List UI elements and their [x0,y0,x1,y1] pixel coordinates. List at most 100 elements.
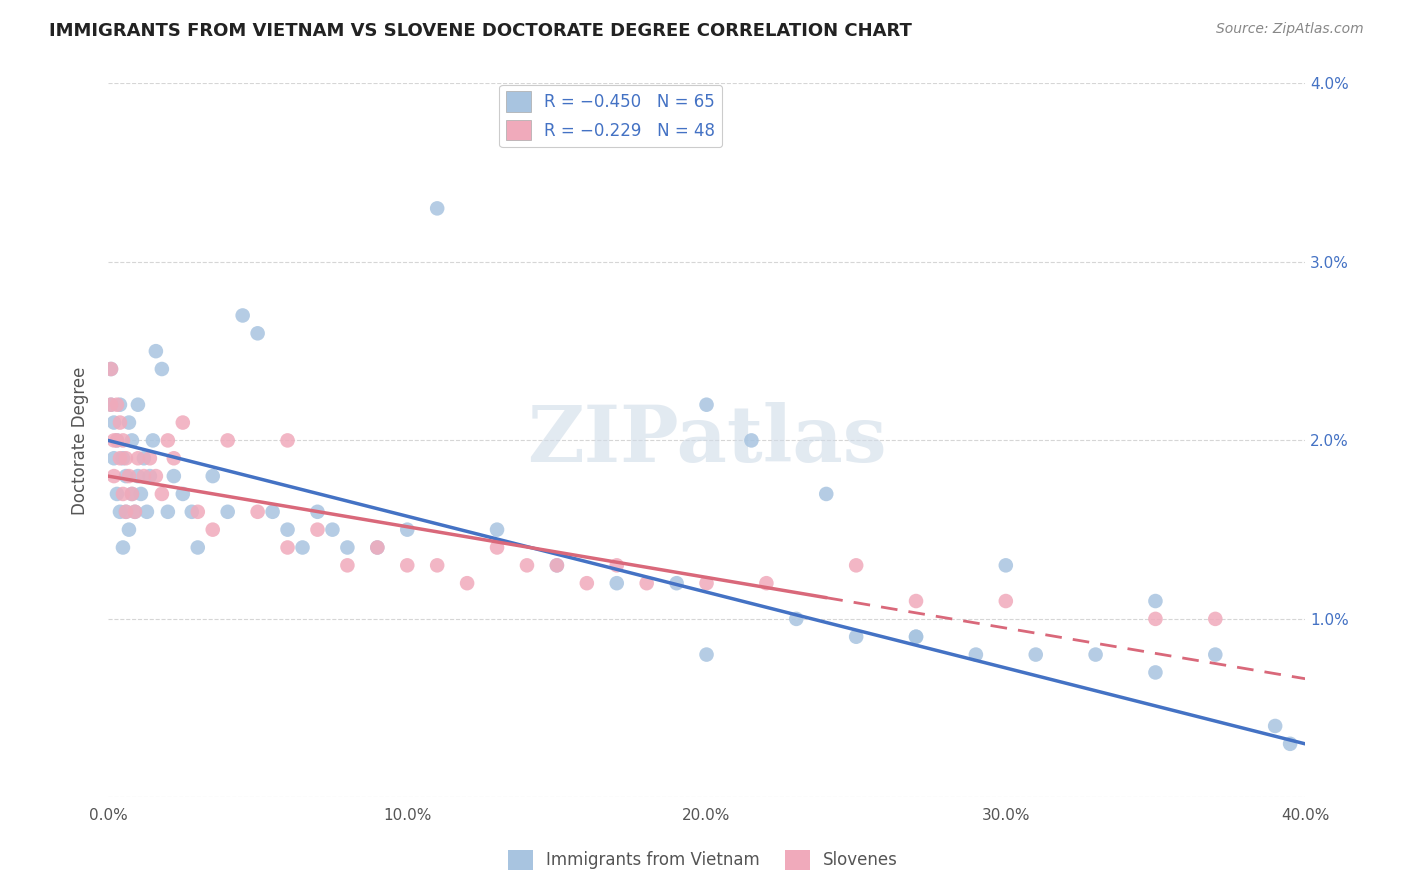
Point [246,505,269,519]
Point [1279,737,1302,751]
Point [172,487,194,501]
Point [187,505,209,519]
Point [156,434,179,448]
Point [111,451,134,466]
Point [1144,612,1167,626]
Point [994,594,1017,608]
Point [994,558,1017,573]
Point [201,523,224,537]
Point [105,398,128,412]
Point [103,434,125,448]
Point [1204,648,1226,662]
Point [132,451,155,466]
Point [105,434,128,448]
Point [456,576,478,591]
Point [740,434,762,448]
Point [108,505,131,519]
Point [277,541,299,555]
Point [785,612,807,626]
Point [486,523,509,537]
Point [905,594,928,608]
Point [115,469,138,483]
Point [606,576,628,591]
Point [100,362,122,376]
Point [606,558,628,573]
Point [1144,665,1167,680]
Point [845,630,868,644]
Point [103,451,125,466]
Text: IMMIGRANTS FROM VIETNAM VS SLOVENE DOCTORATE DEGREE CORRELATION CHART: IMMIGRANTS FROM VIETNAM VS SLOVENE DOCTO… [49,22,912,40]
Point [321,523,343,537]
Point [426,202,449,216]
Point [516,558,538,573]
Point [187,541,209,555]
Point [150,487,173,501]
Point [111,487,134,501]
Point [217,434,239,448]
Point [201,469,224,483]
Point [262,505,284,519]
Point [546,558,568,573]
Point [366,541,388,555]
Point [115,451,138,466]
Point [139,469,162,483]
Point [426,558,449,573]
Point [156,505,179,519]
Point [396,558,419,573]
Point [965,648,987,662]
Point [755,576,778,591]
Text: ZIPatlas: ZIPatlas [527,402,886,478]
Point [1204,612,1226,626]
Point [145,469,167,483]
Point [1084,648,1107,662]
Point [115,505,138,519]
Point [118,523,141,537]
Legend: R = −0.450   N = 65, R = −0.229   N = 48: R = −0.450 N = 65, R = −0.229 N = 48 [499,85,723,147]
Point [905,630,928,644]
Point [307,523,329,537]
Point [163,469,186,483]
Point [127,398,149,412]
Point [150,362,173,376]
Point [105,434,128,448]
Point [1025,648,1047,662]
Point [1144,594,1167,608]
Point [546,558,568,573]
Point [139,451,162,466]
Point [291,541,314,555]
Point [1264,719,1286,733]
Point [217,505,239,519]
Point [121,487,143,501]
Text: Source: ZipAtlas.com: Source: ZipAtlas.com [1216,22,1364,37]
Point [665,576,688,591]
Point [121,487,143,501]
Point [277,523,299,537]
Point [163,451,186,466]
Point [246,326,269,341]
Point [111,541,134,555]
Point [105,487,128,501]
Point [815,487,838,501]
Point [132,469,155,483]
Point [103,469,125,483]
Point [336,558,359,573]
Point [232,309,254,323]
Point [845,558,868,573]
Point [111,434,134,448]
Point [277,434,299,448]
Point [108,451,131,466]
Point [129,487,152,501]
Point [142,434,165,448]
Y-axis label: Doctorate Degree: Doctorate Degree [72,367,89,515]
Point [103,416,125,430]
Point [336,541,359,555]
Point [145,344,167,359]
Point [636,576,658,591]
Point [121,434,143,448]
Point [172,416,194,430]
Point [118,469,141,483]
Point [108,398,131,412]
Point [307,505,329,519]
Point [100,398,122,412]
Point [180,505,202,519]
